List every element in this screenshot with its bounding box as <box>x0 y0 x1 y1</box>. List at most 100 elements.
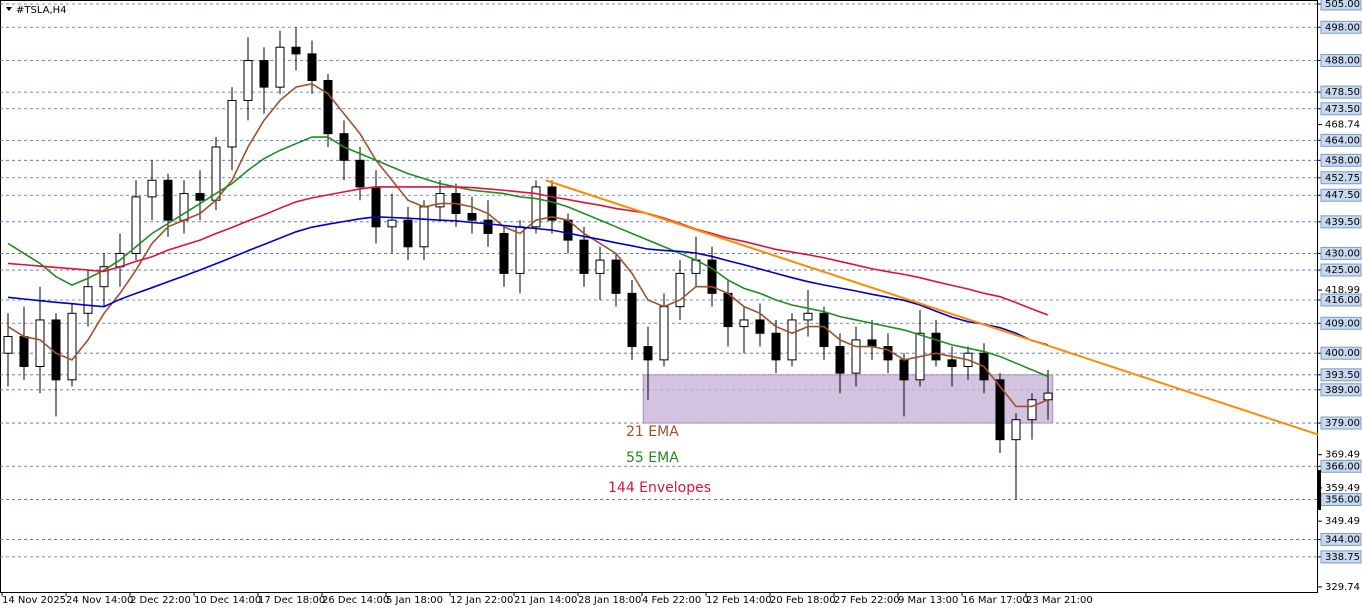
candle-body <box>147 179 157 198</box>
line-label: 55 EMA <box>626 450 679 466</box>
y-tick-label: 478.50 <box>1325 87 1360 98</box>
candle-body <box>899 359 909 381</box>
candle-body <box>243 60 253 101</box>
candle-body <box>707 259 717 294</box>
candle-body <box>1043 392 1053 401</box>
candle-body <box>867 339 877 348</box>
candle-body <box>3 336 13 354</box>
trendline <box>545 179 1319 436</box>
candle-body <box>67 312 77 381</box>
candle-body <box>931 332 941 361</box>
y-tick-box <box>1320 153 1362 167</box>
y-tick-label: 389.00 <box>1325 385 1360 396</box>
candle-body <box>1011 419 1021 441</box>
candle-body <box>675 272 685 308</box>
x-tick-label: 9 Mar 13:00 <box>898 595 958 606</box>
line-label: 144 Envelopes <box>608 480 711 496</box>
y-tick-label: 430.00 <box>1325 248 1360 259</box>
y-tick-label: 393.50 <box>1325 370 1360 381</box>
x-tick-label: 20 Feb 18:00 <box>770 595 836 606</box>
y-tick-box <box>1320 20 1362 34</box>
candle-body <box>307 53 317 81</box>
x-tick-label: 2 Dec 22:00 <box>130 595 191 606</box>
marks: 21 EMA 55 EMA 144 Envelopes <box>3 27 1319 500</box>
candle-body <box>259 60 269 88</box>
indicator-line <box>7 186 1049 316</box>
y-tick-box <box>1320 550 1362 564</box>
candle-body <box>723 292 733 328</box>
x-tick-label: 5 Jan 18:00 <box>386 595 443 606</box>
candle-body <box>803 312 813 321</box>
y-tick-label: 439.50 <box>1325 217 1360 228</box>
x-tick-label: 10 Dec 14:00 <box>194 595 261 606</box>
x-tick-label: 28 Jan 18:00 <box>578 595 641 606</box>
y-tick-box <box>1320 346 1362 360</box>
x-tick-label: 12 Jan 22:00 <box>450 595 513 606</box>
y-tick-label: 409.00 <box>1325 318 1360 329</box>
y-tick-box <box>1320 263 1362 277</box>
y-tick-box <box>1320 188 1362 202</box>
y-tick-box <box>1320 54 1362 68</box>
x-tick-label: 14 Nov 2025 <box>2 595 66 606</box>
candle-body <box>995 379 1005 441</box>
candle-body <box>435 193 445 208</box>
candle-body <box>403 219 413 248</box>
y-tick-label: 473.50 <box>1325 104 1360 115</box>
y-tick-box <box>1320 133 1362 147</box>
line-label: 21 EMA <box>626 424 679 440</box>
candle-body <box>579 239 589 274</box>
indicator-line <box>7 82 1049 408</box>
y-tick-label: 366.00 <box>1325 461 1360 472</box>
y-tick-label: 356.00 <box>1325 495 1360 506</box>
x-tick-label: 27 Feb 22:00 <box>834 595 900 606</box>
candle-body <box>419 206 429 248</box>
candle-body <box>595 259 605 274</box>
y-tick-box <box>1320 459 1362 473</box>
grid <box>0 3 1318 558</box>
y-tick-box <box>1320 85 1362 99</box>
menu-icon[interactable] <box>6 7 12 11</box>
y-tick-label: 329.74 <box>1325 582 1360 593</box>
y-tick-box <box>1320 215 1362 229</box>
y-tick-label: 447.50 <box>1325 190 1360 201</box>
support-zone <box>642 374 1054 424</box>
y-tick-box <box>1320 316 1362 330</box>
y-tick-box <box>1320 368 1362 382</box>
candle-body <box>1027 399 1037 421</box>
y-tick-box <box>1320 102 1362 116</box>
y-tick-box <box>1320 532 1362 546</box>
candle-body <box>611 259 621 294</box>
plot-frame <box>0 0 1318 593</box>
x-tick-label: 21 Jan 14:00 <box>514 595 577 606</box>
candle-body <box>851 339 861 374</box>
candle-body <box>131 196 141 254</box>
y-tick-label: 400.00 <box>1325 348 1360 359</box>
candle-body <box>627 292 637 348</box>
candle-body <box>467 213 477 221</box>
candle-body <box>83 286 93 314</box>
y-tick-label: 369.49 <box>1325 450 1360 461</box>
candle-body <box>323 79 333 135</box>
y-tick-label: 338.75 <box>1325 552 1360 563</box>
candle-body <box>771 332 781 361</box>
x-tick-label: 4 Feb 22:00 <box>642 595 701 606</box>
candle-body <box>387 219 397 228</box>
y-tick-box <box>1320 293 1362 307</box>
y-tick-label: 488.00 <box>1325 56 1360 67</box>
x-tick-label: 16 Mar 17:00 <box>962 595 1029 606</box>
candle-body <box>787 319 797 361</box>
candle-body <box>483 219 493 234</box>
y-tick-box <box>1320 171 1362 185</box>
candle-body <box>195 193 205 201</box>
x-tick-label: 12 Feb 14:00 <box>706 595 772 606</box>
candle-body <box>99 266 109 288</box>
y-tick-label: 379.00 <box>1325 418 1360 429</box>
candle-body <box>291 46 301 55</box>
x-tick-label: 26 Dec 14:00 <box>322 595 389 606</box>
y-tick-box <box>1320 383 1362 397</box>
x-tick-label: 23 Mar 21:00 <box>1026 595 1093 606</box>
candle-body <box>739 319 749 328</box>
candle-body <box>643 346 653 361</box>
